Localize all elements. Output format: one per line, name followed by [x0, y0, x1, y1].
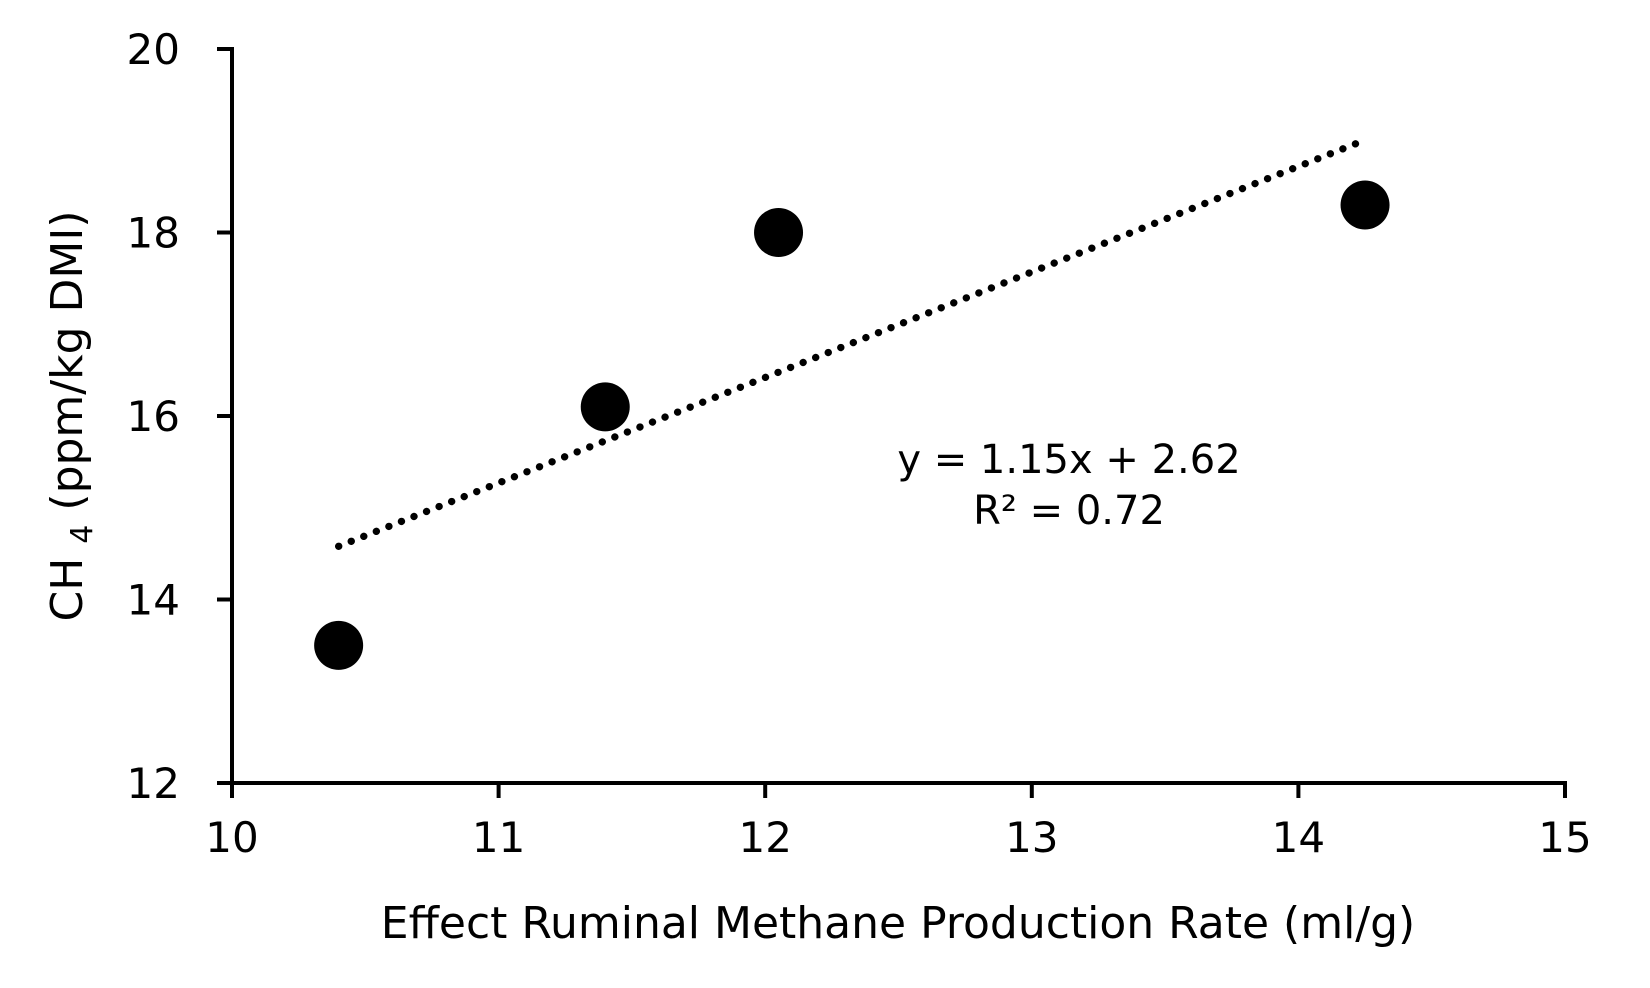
y-axis-title-post: (ppm/kg DMI)	[42, 211, 93, 511]
y-axis-title-subscript: 4	[65, 525, 100, 544]
trendline-r-squared: R² = 0.72	[973, 488, 1165, 534]
y-axis-title: CH 4 (ppm/kg DMI)	[42, 211, 103, 622]
trendline-equation: y = 1.15x + 2.62	[897, 437, 1240, 483]
x-tick-label: 10	[205, 813, 258, 862]
trendline	[334, 136, 1369, 550]
data-point-marker	[580, 382, 630, 432]
data-point-marker	[1340, 180, 1390, 230]
x-tick-label: 13	[1005, 813, 1058, 862]
x-tick-label: 11	[472, 813, 525, 862]
y-tick-label: 18	[127, 209, 180, 258]
y-tick-label: 12	[127, 759, 180, 808]
data-point-marker	[754, 208, 804, 257]
x-tick-label: 14	[1272, 813, 1325, 862]
y-tick-label: 16	[127, 392, 180, 441]
x-tick-label: 12	[738, 813, 791, 862]
data-points	[314, 180, 1390, 670]
axes	[217, 47, 1567, 798]
x-axis-title: Effect Ruminal Methane Production Rate (…	[381, 898, 1415, 949]
y-axis-title-pre: CH	[42, 558, 93, 622]
data-point-marker	[314, 620, 364, 670]
tick-labels: 10 11 12 13 14 15 12 14 16 18 20	[127, 25, 1592, 862]
x-tick-label: 15	[1538, 813, 1591, 862]
y-tick-label: 14	[127, 576, 180, 625]
y-tick-label: 20	[127, 25, 180, 74]
